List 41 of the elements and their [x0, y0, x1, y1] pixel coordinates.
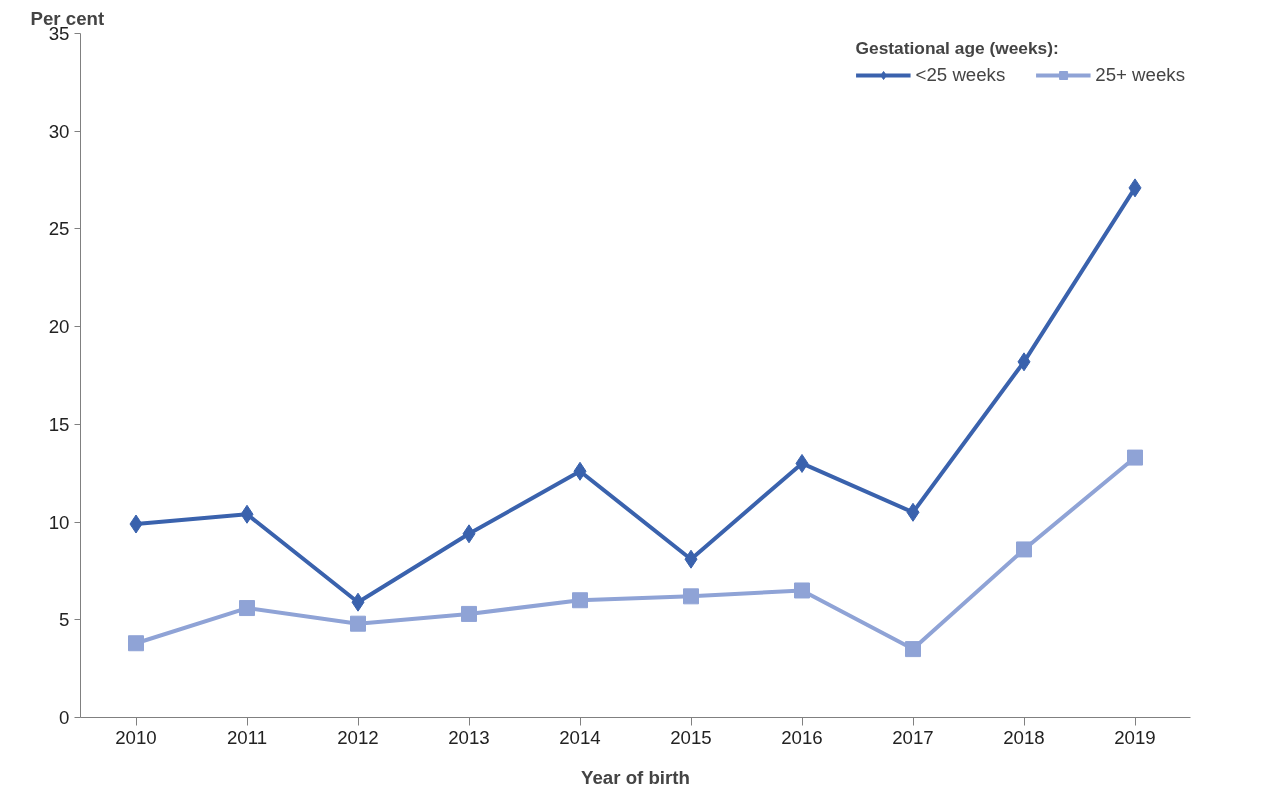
x-tick-label: 2016 — [781, 726, 823, 748]
point — [1127, 449, 1143, 466]
y-tick-label: 0 — [59, 707, 70, 728]
x-tick-label: 2011 — [226, 726, 268, 748]
y-tick-label: 5 — [59, 609, 70, 631]
y-tick-label: 10 — [48, 511, 70, 533]
x-tick-label: 2019 — [1114, 726, 1156, 748]
point — [239, 600, 255, 617]
x-axis-title: Year of birth — [581, 766, 690, 788]
point — [573, 461, 587, 481]
x-tick-label: 2014 — [559, 726, 601, 748]
legend-label: 25+ weeks — [1095, 64, 1185, 86]
x-tick-label: 2015 — [670, 726, 712, 748]
point — [240, 504, 254, 524]
point — [128, 635, 144, 652]
x-tick-label: 2018 — [1003, 726, 1045, 748]
x-tick-label: 2012 — [337, 726, 379, 748]
point — [683, 588, 699, 605]
point — [350, 615, 366, 632]
point — [351, 592, 365, 612]
point — [572, 592, 588, 609]
legend-label: <25 weeks — [915, 64, 1006, 86]
y-tick-label: 15 — [48, 413, 70, 435]
point — [1128, 178, 1142, 198]
x-tick-label: 2013 — [448, 726, 490, 748]
x-tick-label: 2010 — [115, 726, 157, 748]
point — [794, 582, 810, 599]
y-tick-label: 25 — [48, 218, 70, 240]
point — [462, 524, 476, 544]
point — [795, 453, 809, 473]
point — [905, 641, 921, 658]
y-tick-label: 30 — [48, 120, 70, 142]
y-tick-label: 20 — [48, 316, 70, 338]
legend-title: Gestational age (weeks): — [855, 38, 1060, 59]
point — [684, 549, 698, 569]
x-tick-label: 2017 — [892, 726, 934, 748]
point — [1016, 541, 1032, 558]
point — [906, 502, 920, 522]
point — [129, 514, 143, 534]
point — [461, 605, 477, 622]
point — [1017, 352, 1031, 372]
